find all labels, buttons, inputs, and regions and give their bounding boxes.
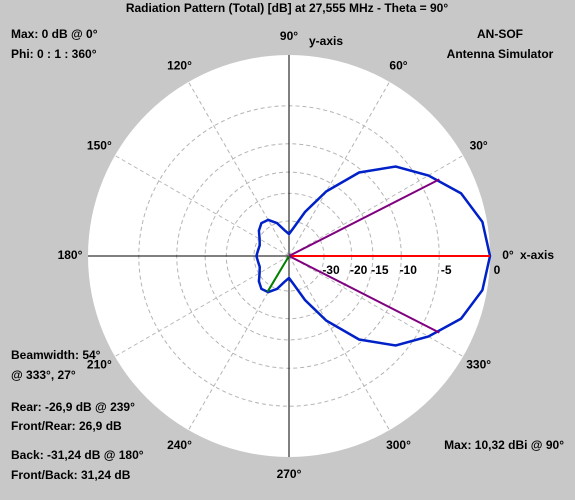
annotation: AN-SOF [477, 27, 523, 41]
chart-title: Radiation Pattern (Total) [dB] at 27,555… [126, 1, 448, 15]
annotation: Antenna Simulator [447, 47, 554, 61]
grid-spoke [288, 155, 464, 257]
grid-spoke [288, 255, 464, 357]
grid-spoke [188, 255, 290, 431]
x-axis-label: x-axis [520, 248, 554, 262]
marker-line [266, 255, 290, 293]
r-tick-label: -20 [350, 263, 368, 277]
annotation: Phi: 0 : 1 : 360° [11, 47, 97, 61]
angle-tick-label: 0° [502, 248, 514, 262]
annotation: Max: 10,32 dBi @ 90° [444, 438, 564, 452]
r-tick-label: -10 [400, 263, 418, 277]
angle-tick-label: 300° [386, 438, 411, 452]
angle-tick-label: 120° [167, 59, 192, 73]
grid-spoke [114, 155, 290, 257]
y-axis-label: y-axis [309, 34, 343, 48]
annotation: Max: 0 dB @ 0° [11, 27, 98, 41]
annotation: Rear: -26,9 dB @ 239° [11, 400, 135, 414]
annotation: Front/Back: 31,24 dB [11, 468, 131, 482]
grid-spoke [188, 81, 290, 257]
angle-tick-label: 330° [466, 358, 491, 372]
r-tick-label: -30 [322, 263, 340, 277]
r-tick-label: -15 [371, 263, 389, 277]
angle-tick-label: 60° [389, 59, 407, 73]
grid-spoke [288, 255, 390, 431]
annotation: Front/Rear: 26,9 dB [11, 419, 122, 433]
annotation: @ 333°, 27° [11, 368, 76, 382]
grid-spoke [114, 255, 290, 357]
r-tick-label: -5 [441, 263, 452, 277]
marker-line [288, 178, 440, 257]
angle-tick-label: 30° [470, 139, 488, 153]
grid-spoke [288, 81, 390, 257]
pattern-line [255, 165, 492, 347]
annotation: Back: -31,24 dB @ 180° [11, 448, 144, 462]
angle-tick-label: 90° [280, 29, 298, 43]
marker-line [288, 255, 440, 334]
r-tick-label: 0 [494, 263, 501, 277]
annotation: Beamwidth: 54° [11, 348, 101, 362]
angle-tick-label: 150° [87, 139, 112, 153]
angle-tick-label: 180° [58, 248, 83, 262]
angle-tick-label: 210° [87, 358, 112, 372]
angle-tick-label: 240° [167, 438, 192, 452]
angle-tick-label: 270° [277, 467, 302, 481]
